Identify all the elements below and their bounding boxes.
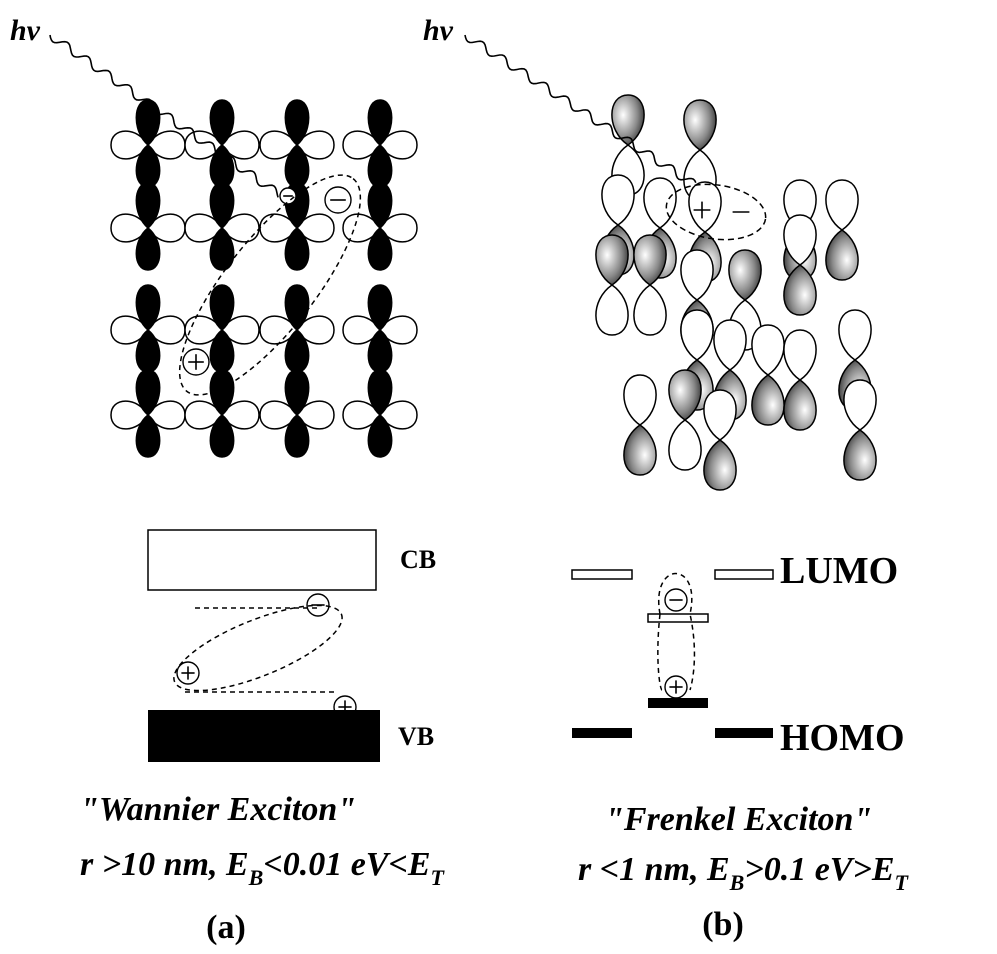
orbital-lobe — [684, 100, 716, 150]
frenkel-molecules — [596, 95, 876, 490]
conduction-band — [148, 530, 376, 590]
panel-label: (b) — [702, 906, 744, 943]
orbital-lobe — [624, 375, 656, 425]
orbital-lobe — [596, 285, 628, 335]
photon-wave — [50, 35, 278, 197]
orbital-lobe — [729, 250, 761, 300]
condition-text: r >10 nm, E — [80, 846, 249, 883]
orbital-lobe — [752, 375, 784, 425]
orbital-lobe — [704, 440, 736, 490]
homo-level — [572, 728, 632, 738]
orbital-lobe — [681, 310, 713, 360]
exciton-level — [648, 614, 708, 622]
subscript: T — [895, 870, 910, 895]
orbital-lobe — [704, 390, 736, 440]
photon-label: hv — [10, 14, 41, 47]
band-label: CB — [400, 545, 436, 574]
band-label: LUMO — [780, 550, 898, 592]
orbital-lobe — [596, 235, 628, 285]
orbital-lobe — [784, 380, 816, 430]
photon-label: hv — [423, 14, 454, 47]
lumo-level — [572, 570, 632, 579]
valence-band — [148, 710, 380, 762]
exciton-title: "Frenkel Exciton" — [605, 801, 872, 838]
orbital-lobe — [826, 180, 858, 230]
exciton-level — [648, 698, 708, 708]
lumo-level — [715, 570, 773, 579]
exciton-condition: r <1 nm, EB>0.1 eV>ET — [578, 851, 910, 895]
orbital-lobe — [844, 430, 876, 480]
subscript: T — [431, 865, 446, 890]
orbital-lobe — [784, 330, 816, 380]
orbital-lobe — [602, 175, 634, 225]
orbital-lobe — [714, 320, 746, 370]
exciton-condition: r >10 nm, EB<0.01 eV<ET — [80, 846, 446, 890]
orbital-lobe — [689, 182, 721, 232]
condition-text: <0.01 eV<E — [263, 846, 430, 883]
homo-level — [715, 728, 773, 738]
orbital-lobe — [752, 325, 784, 375]
orbital-lobe — [826, 230, 858, 280]
subscript: B — [729, 870, 745, 895]
exciton-ellipse — [151, 151, 388, 419]
subscript: B — [248, 865, 264, 890]
wannier-lattice — [111, 100, 417, 457]
panel-label: (a) — [206, 909, 246, 946]
condition-text: r <1 nm, E — [578, 851, 730, 888]
condition-text: >0.1 eV>E — [744, 851, 894, 888]
orbital-lobe — [681, 250, 713, 300]
orbital-lobe — [669, 370, 701, 420]
exciton-title: "Wannier Exciton" — [80, 791, 356, 828]
orbital-lobe — [669, 420, 701, 470]
photon-wave — [465, 35, 696, 183]
orbital-lobe — [644, 178, 676, 228]
orbital-lobe — [839, 310, 871, 360]
diagram: CB VB LUMO HOMO hv hv "Wannier Exciton" … — [0, 0, 997, 954]
orbital-lobe — [624, 425, 656, 475]
orbital-lobe — [844, 380, 876, 430]
band-label: VB — [398, 722, 434, 751]
orbital-lobe — [634, 285, 666, 335]
band-label: HOMO — [780, 717, 905, 759]
